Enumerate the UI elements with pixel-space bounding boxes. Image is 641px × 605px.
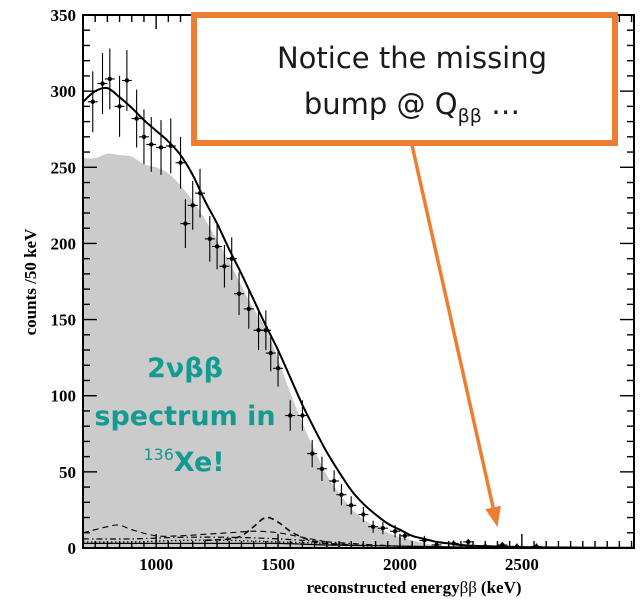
data-point: [219, 244, 230, 288]
data-point: [212, 223, 223, 270]
x-tick-label: 2000: [383, 555, 417, 574]
data-point: [399, 531, 410, 541]
x-axis-title: reconstructed energyββ (keV): [306, 578, 521, 597]
data-point: [497, 541, 508, 548]
x-tick-label: 2500: [505, 555, 539, 574]
data-point: [187, 180, 198, 230]
data-point: [368, 520, 379, 533]
label-line-3: 136Xe!: [143, 445, 224, 478]
callout-arrow: [410, 144, 501, 527]
data-point: [329, 470, 340, 492]
x-axis-title-main: reconstructed energy: [306, 578, 460, 597]
data-point: [114, 75, 125, 137]
y-tick-label: 300: [51, 82, 77, 101]
data-point: [390, 525, 401, 538]
y-tick-label: 250: [51, 158, 77, 177]
data-point: [87, 71, 98, 133]
label-line-2: spectrum in: [94, 401, 275, 432]
data-point: [307, 439, 318, 468]
data-point: [273, 350, 284, 387]
data-point: [131, 89, 142, 148]
data-point: [234, 272, 245, 316]
data-point: [253, 310, 264, 351]
callout-line-1: Notice the missing: [277, 41, 547, 75]
data-point: [121, 50, 132, 111]
y-axis-title: counts /50 keV: [21, 228, 40, 335]
x-tick-label: 1000: [139, 555, 173, 574]
data-point: [97, 53, 108, 114]
callout-line-2-sub: ββ: [458, 105, 482, 127]
data-point: [260, 310, 271, 351]
data-point: [156, 120, 167, 175]
data-point: [358, 506, 369, 523]
dashed-background-low: [83, 524, 327, 543]
label-line-1: 2νββ: [147, 353, 223, 384]
dashdot-background: [83, 536, 425, 548]
data-point: [180, 199, 191, 248]
data-point: [175, 136, 186, 189]
label-isotope: Xe!: [174, 447, 225, 478]
callout-line-2: bump @ Qββ …: [304, 87, 520, 127]
x-axis-title-unit: (keV): [481, 578, 522, 597]
data-point: [226, 237, 237, 280]
data-point: [448, 540, 459, 547]
y-tick-label: 100: [51, 387, 77, 406]
x-tick-labels: 1000 1500 2000 2500: [139, 555, 539, 574]
label-isotope-mass: 136: [143, 445, 174, 464]
callout-line-2-suffix: …: [482, 87, 520, 121]
data-point: [138, 109, 149, 165]
data-point: [297, 400, 308, 431]
y-tick-labels: 0 50 100 150 200 250 300 350: [51, 6, 77, 558]
data-point: [285, 400, 296, 431]
dashed-background-bump: [204, 516, 352, 546]
data-point: [204, 216, 215, 262]
data-point: [346, 496, 357, 515]
data-points: [87, 48, 542, 548]
spectrum-label: 2νββ spectrum in 136Xe!: [94, 353, 275, 478]
data-point: [243, 289, 254, 329]
data-point: [377, 522, 388, 535]
data-point: [336, 484, 347, 506]
background-fill-area: [83, 153, 461, 548]
data-point: [165, 118, 176, 174]
data-point: [104, 48, 115, 110]
fit-curve: [83, 86, 634, 548]
y-tick-label: 150: [51, 311, 77, 330]
y-tick-label: 350: [51, 6, 77, 25]
callout-line-2-prefix: bump @ Q: [304, 87, 458, 121]
data-point: [463, 538, 474, 545]
y-tick-label: 200: [51, 234, 77, 253]
y-tick-label: 0: [68, 539, 77, 558]
y-tick-label: 50: [59, 463, 76, 482]
data-point: [265, 334, 276, 372]
data-point: [146, 117, 157, 172]
data-point: [316, 456, 327, 481]
x-axis-title-beta: ββ: [460, 578, 477, 597]
arrow-head-icon: [485, 505, 501, 527]
data-point: [195, 168, 206, 218]
callout-box: Notice the missing bump @ Qββ …: [191, 12, 618, 146]
x-tick-label: 1500: [261, 555, 295, 574]
